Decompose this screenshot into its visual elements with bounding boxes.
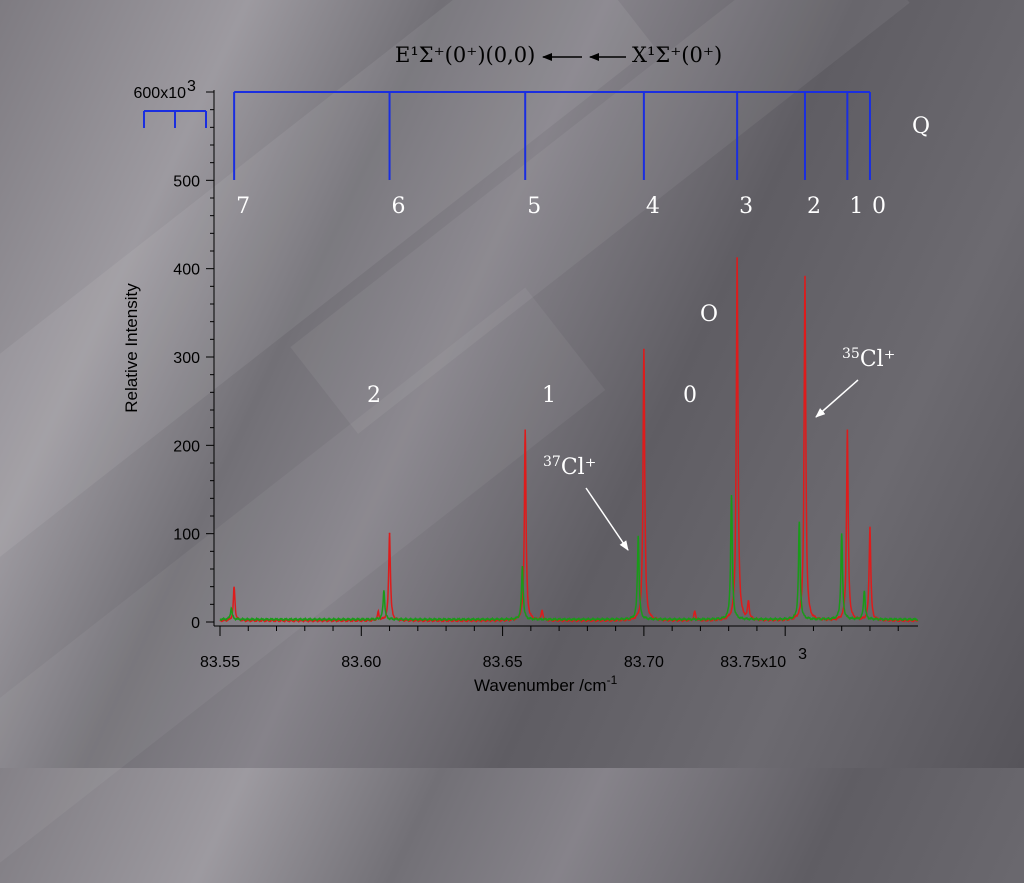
cl37-mass-number: 37 [543,454,561,470]
peak-point [637,537,640,539]
y-tick-label: 200 [173,438,200,455]
y-tick-label: 500 [173,173,200,190]
x-axis-title-exponent: -1 [607,673,618,687]
y-axis-title: Relative Intensity [122,283,141,413]
spectrum-series [219,257,919,623]
q-branch-number: 2 [807,194,821,219]
y-tick-label: 100 [173,527,200,544]
cl35-ion-label: Cl⁺ [860,347,895,372]
y-tick-label: 400 [173,262,200,279]
spectrum-chart: E¹Σ⁺(0⁺)(0,0) X¹Σ⁺(0⁺) 01002003004005006… [122,43,930,695]
peak-point [524,429,526,432]
q-branch-number: 5 [527,194,541,219]
x-tick-exponent: 3 [798,646,807,663]
q-branch-number: 3 [739,194,753,219]
o-branch-number-0: 0 [683,383,697,408]
q-branch-number: 7 [236,194,250,219]
x-axis-title-text: Wavenumber /cm [474,676,607,695]
peak-point [643,349,645,351]
peak-point [798,524,801,526]
peak-point [521,568,524,570]
y-axis-ticks: 0 100 200 300 400 500 600x10 3 [134,78,214,632]
o-branch-number-1: 1 [542,383,556,408]
peak-point [804,276,806,279]
q-branch-legend-bracket [143,110,207,128]
chart-title-upper-state: E¹Σ⁺(0⁺)(0,0) [395,43,535,67]
peak-point [693,612,696,614]
q-branch-number: 4 [646,194,660,219]
peak-point [869,527,871,530]
peak-point [383,592,385,594]
q-branch-number: 1 [849,194,863,219]
x-tick-label: 83.60 [341,654,381,671]
peak-point [747,603,750,606]
cl37-ion-label: Cl⁺ [561,455,596,480]
q-branch-number: 6 [392,194,406,219]
o-branch-number-2: 2 [367,383,381,408]
peak-point [377,613,380,615]
peak-point [233,587,235,590]
q-branch-number: 0 [872,194,886,219]
series-line-35Cl+ [219,257,919,623]
peak-point [388,532,391,535]
cl35-arrow [815,379,859,418]
peak-point [730,497,733,500]
cl35-annotation: 35Cl⁺ [842,346,895,372]
cl37-annotation: 37Cl⁺ [543,454,596,480]
cl37-arrow [585,487,629,551]
series-line-37Cl+ [219,494,919,622]
cl35-mass-number: 35 [842,346,860,362]
chart-title-lower-state: X¹Σ⁺(0⁺) [632,43,722,67]
y-tick-label: 600x10 [134,85,187,102]
x-axis-title: Wavenumber /cm-1 [474,673,618,695]
q-branch-label: Q [912,114,930,139]
x-tick-label: 83.70 [624,654,664,671]
y-tick-label: 0 [191,615,200,632]
o-branch-label: O [700,302,718,327]
peak-point [541,611,543,614]
y-tick-exponent: 3 [187,78,196,95]
x-tick-label: 83.65 [483,654,523,671]
peak-point [840,535,843,538]
x-axis-ticks: 83.55 83.60 83.65 83.70 83.75x10 3 [200,626,899,671]
peak-point [230,609,233,612]
peak-point [863,592,866,594]
x-tick-label: 83.75x10 [720,654,786,671]
peak-point [846,430,849,433]
y-tick-label: 300 [173,350,200,367]
peak-point [736,258,738,260]
x-tick-label: 83.55 [200,654,240,671]
